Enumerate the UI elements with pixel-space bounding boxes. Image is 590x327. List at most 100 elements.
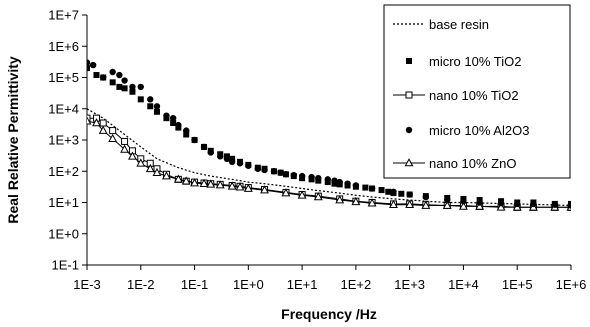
x-tick-label: 1E-1	[181, 277, 208, 292]
data-point	[153, 108, 160, 115]
x-tick-label: 1E+0	[233, 277, 264, 292]
data-point	[298, 172, 306, 180]
data-point	[475, 201, 485, 210]
data-point	[261, 166, 268, 174]
data-point	[551, 201, 559, 208]
data-point	[313, 192, 323, 201]
data-point	[181, 176, 191, 185]
data-point	[137, 83, 144, 91]
data-point	[362, 184, 369, 191]
data-point	[290, 171, 297, 179]
data-point	[389, 199, 398, 209]
data-point	[108, 133, 118, 143]
data-point	[147, 96, 154, 103]
y-tick-label: 1E+4	[48, 101, 79, 116]
y-axis-ticks: 1E-1 1E+0 1E+1 1E+2 1E+3 1E+4 1E+5 1E+6 1E+7	[48, 8, 87, 273]
y-tick-label: 1E+1	[48, 195, 79, 210]
data-point	[215, 180, 225, 189]
data-point	[496, 202, 506, 211]
data-point	[406, 191, 413, 198]
data-point	[217, 153, 224, 160]
data-point	[109, 127, 117, 135]
legend-item: nano 10% ZnO	[393, 156, 516, 171]
y-tick-label: 1E+0	[48, 226, 79, 241]
data-point	[121, 137, 129, 145]
data-point	[335, 195, 345, 204]
data-point	[109, 68, 116, 76]
legend-swatch	[404, 158, 414, 167]
data-point	[183, 131, 190, 138]
data-point	[99, 74, 107, 81]
data-point	[228, 158, 236, 166]
data-point	[460, 198, 467, 205]
legend-label: micro 10% Al2O3	[429, 123, 529, 138]
legend-item: micro 10% TiO2	[406, 54, 521, 69]
data-point	[191, 136, 198, 144]
series-nano-10-zno	[87, 116, 571, 211]
data-point	[324, 176, 331, 183]
legend-swatch	[406, 58, 412, 64]
data-point	[567, 202, 571, 209]
data-point	[254, 165, 262, 172]
legend-label: base resin	[429, 17, 489, 32]
data-point	[89, 61, 97, 69]
data-point	[476, 199, 483, 206]
data-point	[190, 178, 199, 187]
data-point	[405, 199, 415, 209]
data-point	[136, 158, 146, 167]
data-point	[109, 79, 116, 86]
data-point	[351, 196, 361, 206]
x-tick-label: 1E-2	[127, 277, 154, 292]
data-point	[368, 185, 376, 192]
data-point	[87, 114, 91, 122]
data-point	[270, 168, 278, 175]
y-tick-label: 1E+6	[48, 39, 79, 54]
data-point	[161, 171, 171, 180]
data-point	[153, 103, 161, 110]
data-point	[344, 180, 351, 187]
y-tick-label: 1E+3	[48, 133, 79, 148]
data-point	[315, 174, 322, 182]
data-point	[514, 200, 521, 208]
data-point	[183, 127, 190, 134]
data-point	[442, 200, 452, 209]
data-point	[223, 155, 231, 163]
legend-label: micro 10% TiO2	[429, 54, 521, 69]
legend-item: micro 10% Al2O3	[405, 123, 529, 138]
data-point	[282, 171, 290, 178]
data-point	[243, 183, 253, 192]
data-point	[277, 169, 284, 176]
data-point	[87, 65, 90, 72]
legend-swatch	[405, 91, 413, 99]
data-point	[120, 144, 130, 153]
data-point	[99, 119, 107, 127]
data-point	[163, 112, 170, 119]
data-point	[235, 182, 245, 191]
series-micro-10-al2o3	[87, 59, 571, 209]
x-tick-label: 1E-3	[73, 277, 100, 292]
data-point	[378, 187, 385, 194]
data-point	[444, 196, 451, 204]
data-point	[93, 72, 100, 79]
series-layer	[87, 59, 571, 211]
data-point	[98, 125, 108, 134]
data-point	[398, 190, 405, 197]
x-tick-label: 1E+5	[502, 277, 533, 292]
data-point	[87, 116, 92, 125]
data-point	[145, 163, 155, 173]
data-point	[116, 71, 123, 79]
data-point	[121, 77, 128, 84]
data-point	[87, 59, 91, 66]
data-point	[129, 83, 136, 91]
data-point	[116, 83, 123, 90]
data-point	[421, 200, 431, 209]
data-point	[367, 198, 377, 207]
legend-box	[383, 4, 571, 179]
y-tick-label: 1E+7	[48, 8, 79, 23]
legend: base resin micro 10% TiO2 nano 10% TiO2 mic…	[383, 4, 571, 179]
data-point	[137, 96, 144, 103]
data-point	[173, 174, 183, 183]
data-point	[199, 178, 209, 187]
x-tick-label: 1E+3	[394, 277, 425, 292]
x-tick-label: 1E+2	[341, 277, 372, 292]
